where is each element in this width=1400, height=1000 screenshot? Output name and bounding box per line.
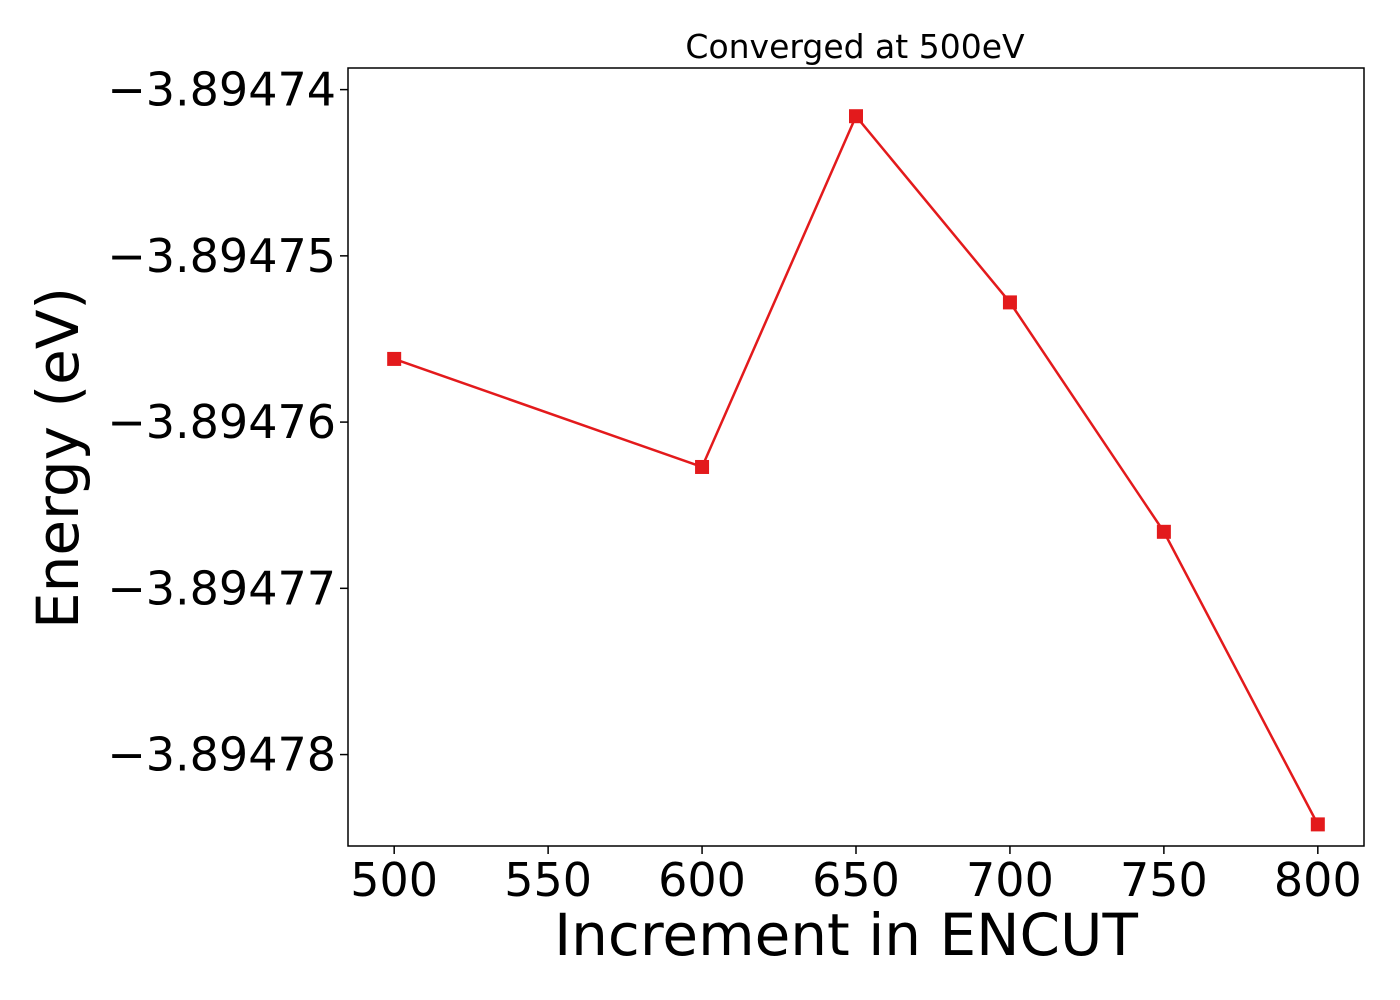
data-point: [1310, 817, 1325, 832]
y-tick-label: −3.89475: [107, 229, 336, 283]
data-point: [695, 459, 710, 474]
x-tick-label: 500: [350, 853, 438, 907]
x-tick-label: 550: [504, 853, 592, 907]
x-tick-label: 600: [658, 853, 746, 907]
y-axis: −3.89474 −3.89475 −3.89476 −3.89477 −3.89478: [107, 63, 348, 782]
series-line: [393, 113, 1319, 825]
y-tick-label: −3.89476: [107, 395, 336, 449]
data-point: [1002, 295, 1017, 310]
y-tick-label: −3.89474: [107, 63, 336, 117]
x-axis-label: Increment in ENCUT: [554, 901, 1138, 969]
y-axis-label: Energy (eV): [24, 287, 92, 629]
series-group: [387, 109, 1325, 832]
x-axis: 500 550 600 650 700 750 800: [350, 846, 1362, 907]
x-tick-label: 750: [1120, 853, 1208, 907]
x-tick-label: 700: [966, 853, 1054, 907]
x-tick-label: 650: [812, 853, 900, 907]
data-point: [1156, 524, 1171, 539]
data-point: [387, 351, 402, 366]
plot-area: [347, 67, 1365, 847]
y-tick-label: −3.89477: [107, 561, 336, 615]
data-point: [849, 109, 863, 124]
y-tick-label: −3.89478: [107, 728, 336, 782]
chart-title: Converged at 500eV: [685, 27, 1025, 66]
x-tick-label: 800: [1274, 853, 1362, 907]
